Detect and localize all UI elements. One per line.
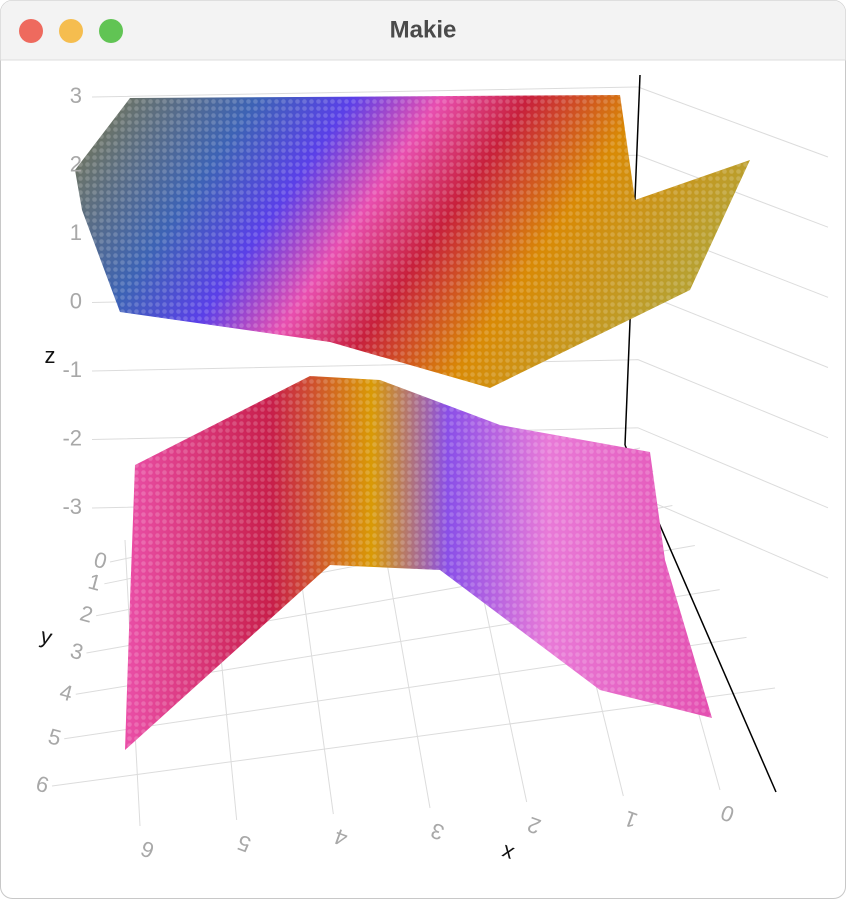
window-title: Makie	[390, 16, 457, 43]
z-tick-label: 3	[70, 83, 82, 108]
lower-surface-texture	[125, 376, 712, 750]
z-grid-line	[91, 86, 829, 158]
z-grid-line	[91, 359, 829, 439]
z-tick-label: 0	[70, 288, 82, 313]
z-tick-label: 2	[70, 151, 82, 176]
z-tick-label: 1	[70, 220, 82, 245]
upper-surface-texture	[75, 95, 750, 388]
z-tick-label: -1	[62, 357, 82, 382]
y-grid-line	[51, 687, 776, 787]
z-tick-label: -3	[62, 494, 82, 519]
z-tick-label: -2	[62, 425, 82, 450]
minimize-button[interactable]	[59, 19, 83, 43]
close-button[interactable]	[19, 19, 43, 43]
z-axis-label: z	[45, 343, 56, 368]
zoom-button[interactable]	[99, 19, 123, 43]
title-bar	[0, 0, 846, 60]
